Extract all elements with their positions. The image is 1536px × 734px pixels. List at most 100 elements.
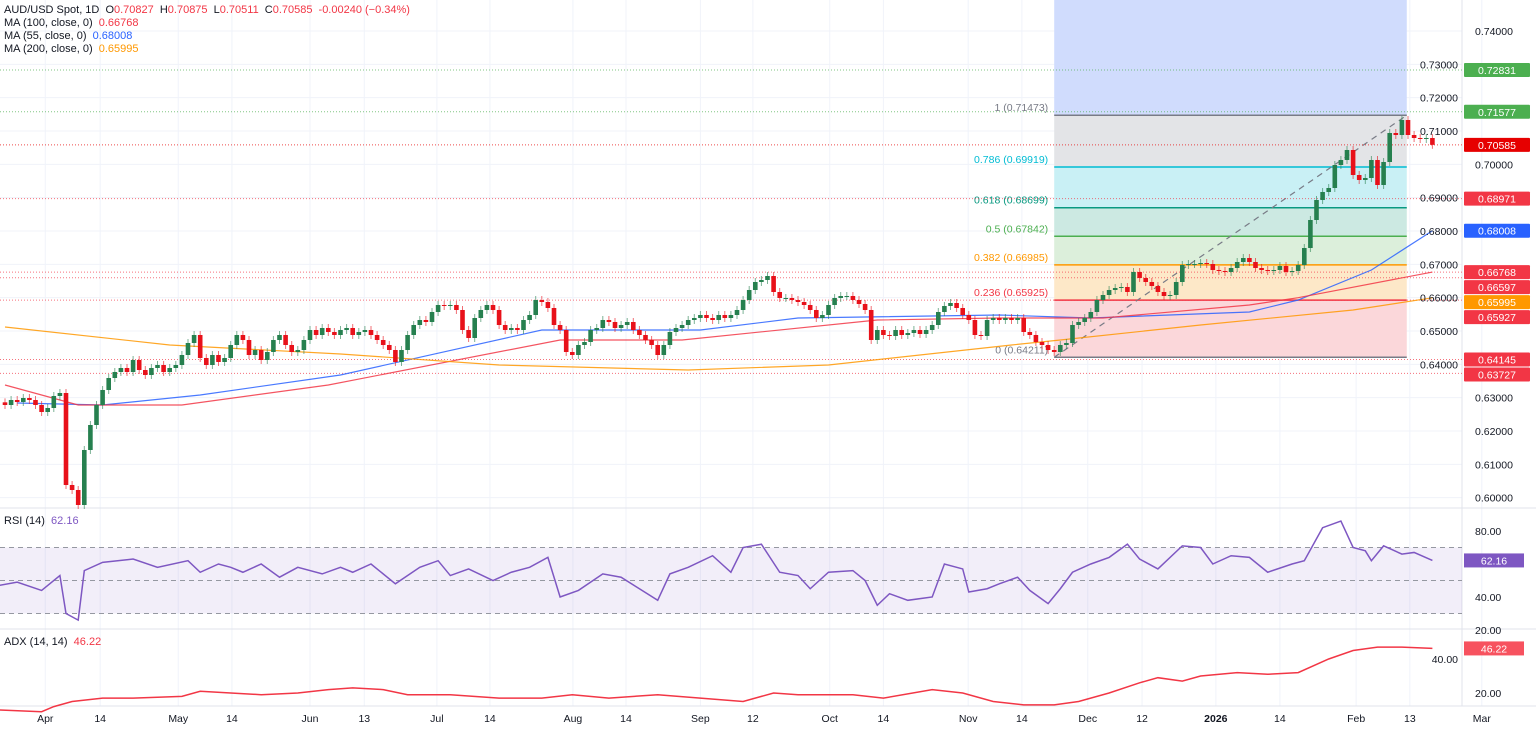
candle-body bbox=[929, 324, 935, 330]
candle-body bbox=[191, 334, 197, 343]
candle-body bbox=[1369, 159, 1374, 178]
fib-label-0.786: 0.786 (0.69919) bbox=[974, 154, 1048, 166]
candle-body bbox=[490, 304, 496, 310]
fibonacci-retracement[interactable]: 1 (0.71473) 0.786 (0.69919) 0.618 (0.68699… bbox=[974, 0, 1408, 359]
candle-body bbox=[692, 317, 697, 320]
candle-body bbox=[289, 344, 294, 352]
price-tag bbox=[1464, 310, 1530, 325]
candle-body bbox=[1228, 267, 1234, 272]
adx-pane bbox=[0, 646, 1433, 713]
candle-body bbox=[710, 317, 715, 320]
adx-legend[interactable]: ADX (14, 14) 46.22 bbox=[4, 636, 104, 648]
ma55-label: MA (55, close, 0) bbox=[4, 30, 87, 42]
price-tag-label: 0.65995 bbox=[1478, 297, 1516, 309]
price-tag bbox=[1464, 295, 1530, 310]
adx-axis-tick: 40.00 bbox=[1432, 654, 1458, 666]
fib-label-0.618: 0.618 (0.68699) bbox=[974, 195, 1048, 207]
price-tag-label: 0.66597 bbox=[1478, 282, 1516, 294]
candle-body bbox=[832, 297, 837, 305]
rsi-value: 62.16 bbox=[51, 515, 79, 527]
ma200-legend[interactable]: MA (200, close, 0) 0.65995 bbox=[4, 43, 141, 55]
rsi-tag bbox=[1464, 553, 1524, 568]
candle-body bbox=[197, 334, 203, 358]
candle-body bbox=[679, 324, 685, 328]
time-axis-tick: Nov bbox=[959, 713, 978, 725]
rsi-line bbox=[0, 520, 1433, 622]
candle-body bbox=[1186, 263, 1191, 265]
candle-body bbox=[1082, 317, 1087, 322]
candle-body bbox=[728, 314, 734, 318]
time-axis-tick: Sep bbox=[691, 713, 710, 725]
candle-body bbox=[454, 304, 459, 310]
candle-body bbox=[1399, 119, 1405, 135]
candle-body bbox=[722, 314, 728, 318]
candle-body bbox=[1143, 277, 1148, 282]
candle-body bbox=[313, 329, 319, 335]
candle-body bbox=[893, 329, 898, 336]
candle-body bbox=[301, 339, 307, 350]
ma100-legend[interactable]: MA (100, close, 0) 0.66768 bbox=[4, 17, 141, 29]
rsi-tag-label: 62.16 bbox=[1481, 555, 1507, 567]
candle-body bbox=[1039, 341, 1045, 345]
price-tag-label: 0.63727 bbox=[1478, 369, 1516, 381]
candle-body bbox=[1363, 177, 1368, 180]
candle-body bbox=[966, 314, 972, 320]
candle-body bbox=[1161, 291, 1167, 296]
candle-body bbox=[8, 399, 14, 405]
candle-body bbox=[618, 324, 624, 328]
candle-body bbox=[1344, 149, 1350, 160]
candle-body bbox=[820, 314, 825, 318]
time-axis-tick: 14 bbox=[1274, 713, 1286, 725]
candle-body bbox=[698, 314, 703, 318]
candle-body bbox=[814, 309, 819, 318]
candle-body bbox=[746, 289, 752, 300]
candle-body bbox=[667, 331, 673, 345]
candle-body bbox=[954, 302, 959, 308]
candle-body bbox=[1045, 344, 1051, 350]
candle-body bbox=[1375, 159, 1380, 185]
open-value: O0.70827 bbox=[105, 4, 154, 16]
candle-body bbox=[1350, 149, 1356, 175]
time-axis-tick: Jul bbox=[430, 713, 443, 725]
ma100-label: MA (100, close, 0) bbox=[4, 17, 93, 29]
candle-body bbox=[380, 339, 386, 345]
ma200-label: MA (200, close, 0) bbox=[4, 43, 93, 55]
rsi-legend[interactable]: RSI (14) 62.16 bbox=[4, 515, 82, 527]
candle-body bbox=[1051, 349, 1057, 352]
time-axis-tick: 12 bbox=[1136, 713, 1148, 725]
candle-body bbox=[844, 295, 850, 297]
candle-body bbox=[161, 364, 166, 372]
candle-body bbox=[307, 329, 313, 340]
candle-body bbox=[1180, 264, 1185, 282]
candle-body bbox=[246, 339, 252, 355]
candle-body bbox=[326, 327, 331, 332]
adx-tag-label: 46.22 bbox=[1481, 643, 1507, 655]
candle-body bbox=[405, 334, 410, 350]
fib-label-0.5: 0.5 (0.67842) bbox=[986, 223, 1048, 235]
fib-zone-0.5 bbox=[1054, 236, 1407, 265]
rsi-axis-tick: 20.00 bbox=[1475, 625, 1501, 637]
candle-body bbox=[570, 351, 575, 355]
ma200-value: 0.65995 bbox=[98, 43, 139, 55]
candle-body bbox=[643, 334, 648, 340]
ma55-legend[interactable]: MA (55, close, 0) 0.68008 bbox=[4, 30, 135, 42]
candle-body bbox=[1033, 334, 1039, 342]
time-axis-tick: Oct bbox=[822, 713, 838, 725]
price-tag bbox=[1464, 137, 1530, 152]
fib-zone-0.618 bbox=[1054, 207, 1407, 237]
candle-body bbox=[143, 369, 148, 375]
candle-body bbox=[258, 349, 264, 360]
candle-body bbox=[136, 359, 142, 370]
candle-body bbox=[624, 321, 630, 325]
time-axis-tick: 14 bbox=[620, 713, 632, 725]
candle-body bbox=[1424, 137, 1429, 139]
candle-body bbox=[277, 334, 282, 340]
candle-body bbox=[1137, 271, 1142, 278]
candle-body bbox=[521, 319, 526, 330]
price-axis-tick: 0.61000 bbox=[1475, 459, 1513, 471]
candle-body bbox=[533, 299, 538, 315]
candle-body bbox=[387, 344, 392, 350]
candle-body bbox=[332, 331, 337, 335]
price-axis-tick: 0.63000 bbox=[1475, 393, 1513, 405]
